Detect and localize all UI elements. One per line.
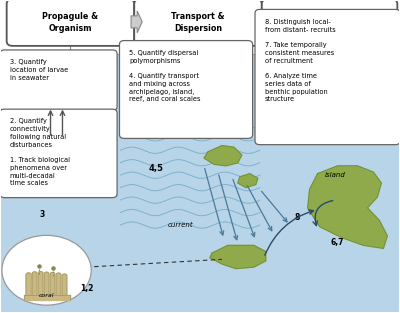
Circle shape (2, 235, 91, 305)
Text: Propagule &
Organism: Propagule & Organism (42, 13, 98, 33)
FancyBboxPatch shape (7, 0, 134, 46)
FancyBboxPatch shape (0, 109, 117, 198)
Text: current: current (167, 222, 193, 228)
Text: Transport &
Dispersion: Transport & Dispersion (171, 13, 225, 33)
Polygon shape (44, 272, 49, 297)
Polygon shape (26, 273, 31, 295)
Polygon shape (204, 146, 242, 166)
Polygon shape (258, 11, 270, 33)
Text: 8. Distinguish local-
from distant- recruits

7. Take temporally
consistent meas: 8. Distinguish local- from distant- recr… (265, 19, 336, 102)
Text: 3. Quantify
location of larvae
in seawater: 3. Quantify location of larvae in seawat… (10, 59, 68, 81)
Text: coral: coral (39, 293, 54, 298)
Polygon shape (131, 11, 142, 33)
Bar (1, 54, 399, 312)
FancyBboxPatch shape (134, 0, 262, 46)
Text: 1,2: 1,2 (80, 285, 93, 293)
Text: 4,5: 4,5 (148, 164, 163, 173)
Polygon shape (50, 272, 55, 297)
Text: island: island (325, 172, 346, 178)
Text: 2. Quantify
connectivity
following natural
disturbances

1. Track biological
phe: 2. Quantify connectivity following natur… (10, 119, 70, 187)
Polygon shape (238, 174, 258, 188)
Text: 3: 3 (40, 210, 45, 219)
FancyBboxPatch shape (120, 41, 253, 138)
FancyBboxPatch shape (262, 0, 397, 46)
Polygon shape (56, 273, 61, 296)
Text: 6,7: 6,7 (331, 238, 344, 247)
Polygon shape (210, 245, 266, 269)
Text: 8: 8 (295, 213, 300, 222)
Text: Settlement &
Recruitment: Settlement & Recruitment (300, 13, 360, 33)
Polygon shape (62, 274, 67, 295)
FancyBboxPatch shape (0, 50, 117, 110)
Bar (1, 1, 399, 57)
Polygon shape (32, 272, 37, 296)
Polygon shape (38, 271, 43, 297)
FancyBboxPatch shape (255, 9, 400, 145)
Polygon shape (308, 166, 387, 249)
Text: 5. Quantify dispersal
polymorphisms

4. Quantify transport
and mixing across
arc: 5. Quantify dispersal polymorphisms 4. Q… (130, 50, 201, 102)
